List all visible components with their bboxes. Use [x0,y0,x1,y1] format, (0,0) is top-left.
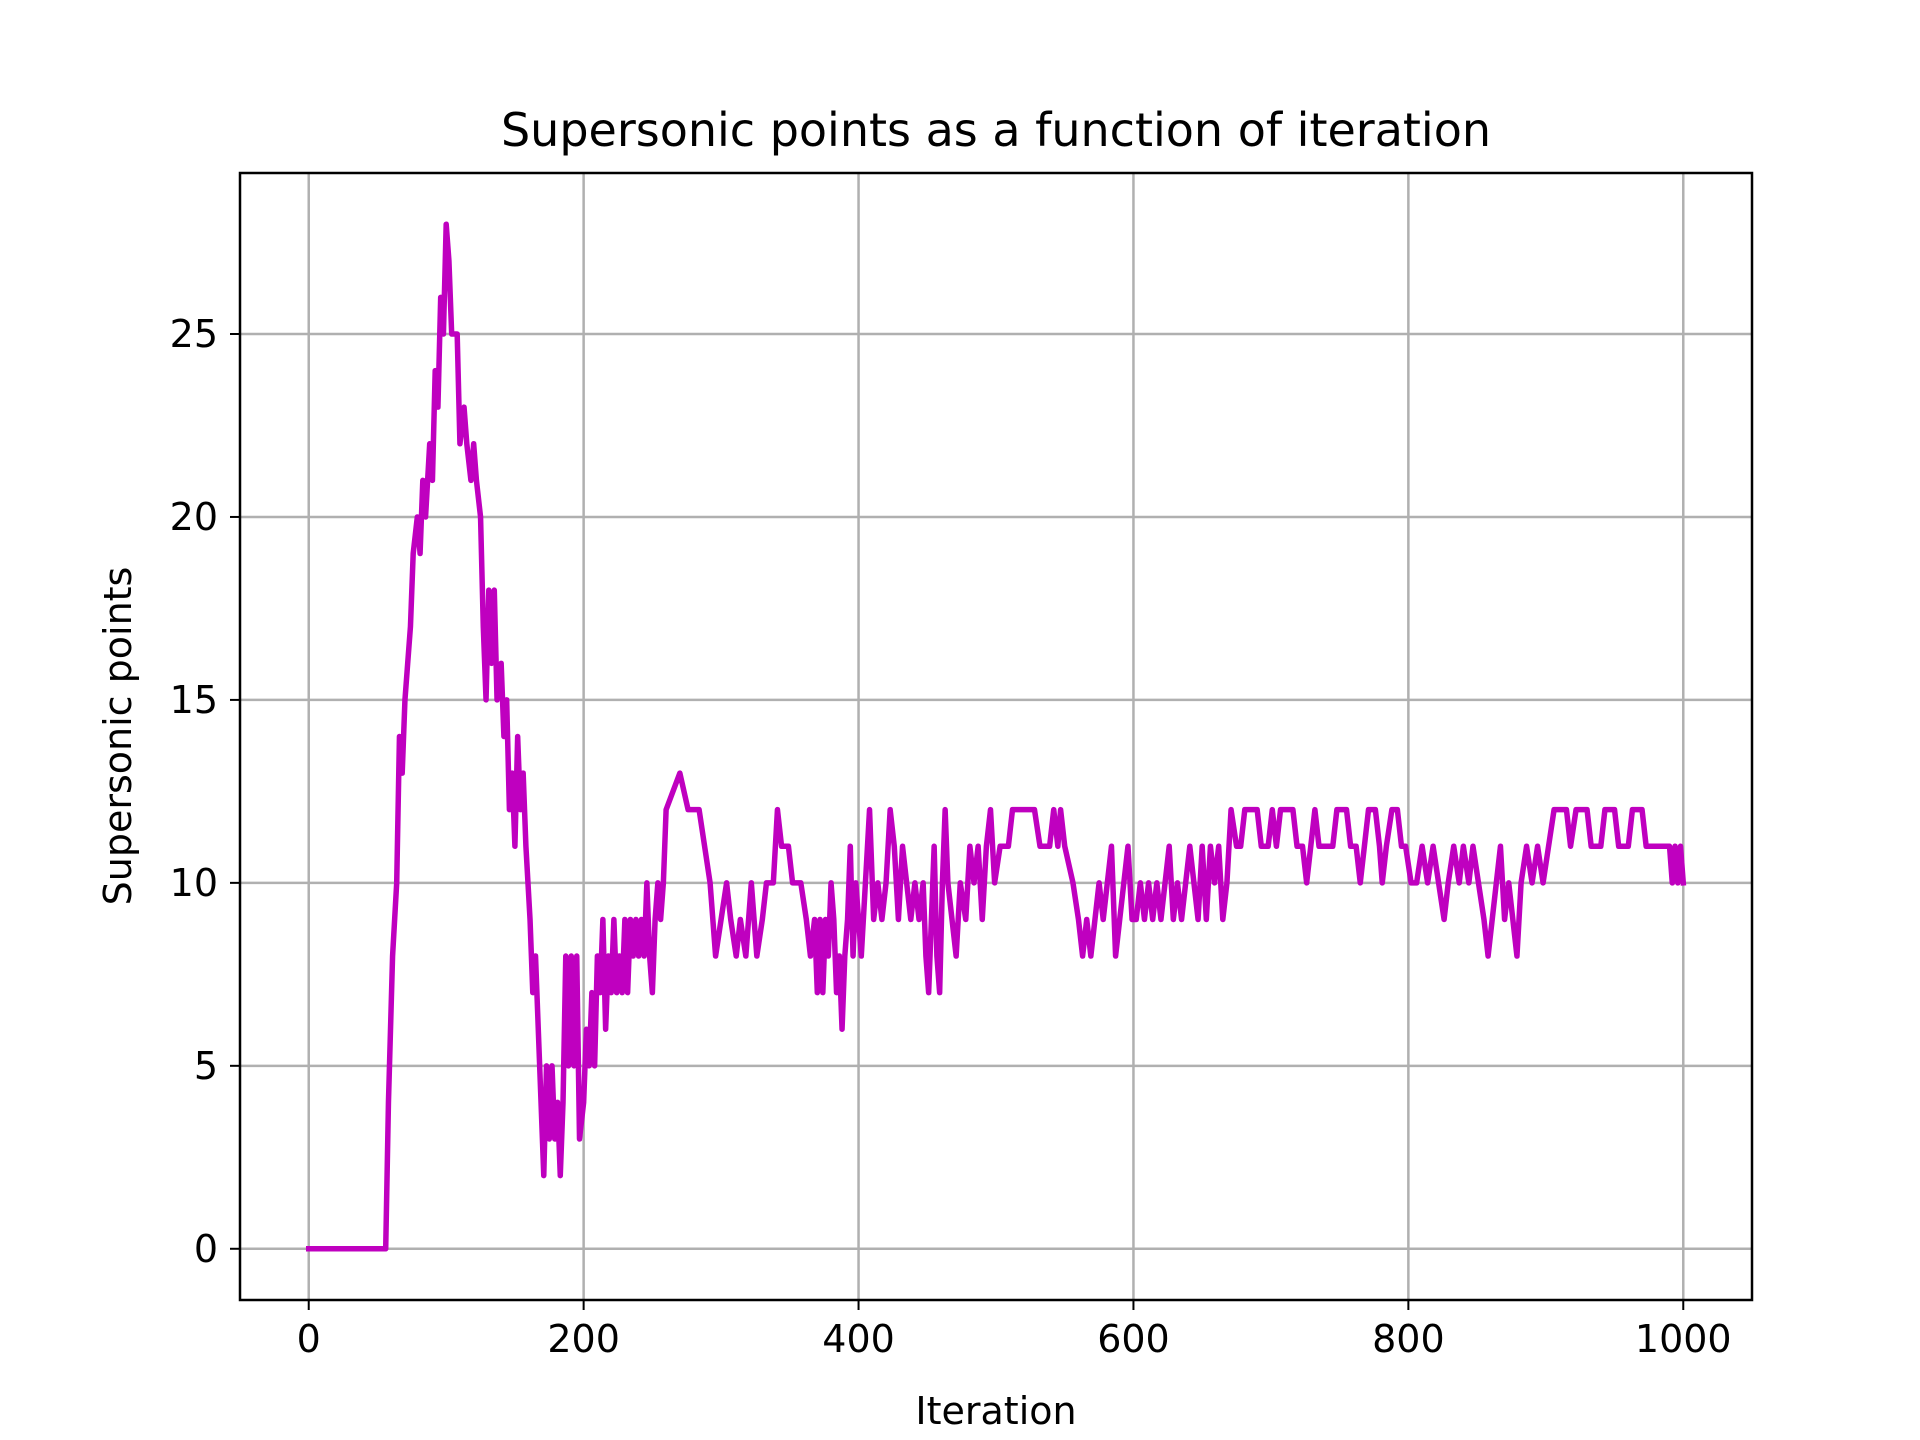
plot-area-frame [238,171,1754,1302]
x-tick-label: 600 [1097,1317,1170,1361]
x-tick-label: 1000 [1635,1317,1732,1361]
series-line [305,221,1687,1252]
y-axis-label: Supersonic points [96,567,140,906]
axis-ticks: 0 200 400 600 800 1000 0 5 10 15 20 25 [170,312,1732,1361]
y-tick-label: 0 [194,1227,218,1271]
y-tick-label: 15 [170,678,218,722]
data-series [305,221,1687,1252]
x-axis-label: Iteration [915,1389,1076,1433]
y-tick-label: 25 [170,312,218,356]
x-tick-label: 800 [1372,1317,1445,1361]
chart-title: Supersonic points as a function of itera… [501,103,1491,157]
x-tick-label: 200 [547,1317,620,1361]
x-tick-label: 400 [822,1317,895,1361]
y-tick-label: 10 [170,861,218,905]
y-tick-label: 5 [194,1044,218,1088]
y-tick-label: 20 [170,495,218,539]
x-tick-label: 0 [297,1317,321,1361]
